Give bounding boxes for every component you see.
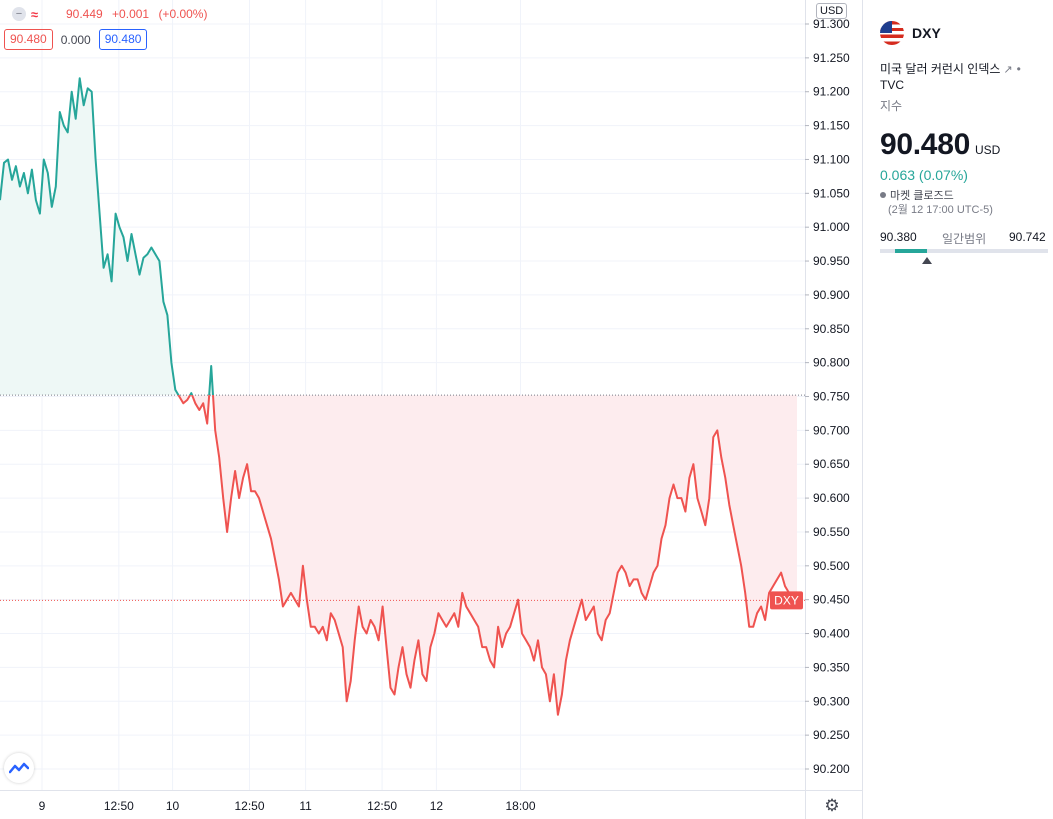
- y-tick-label: 90.900: [813, 288, 850, 302]
- current-price-tag-label: DXY: [774, 593, 799, 607]
- symbol-full-name[interactable]: 미국 달러 커런시 인덱스: [880, 62, 1001, 76]
- x-tick-label: 12:50: [367, 799, 397, 813]
- legend-toggle[interactable]: − ≈: [0, 6, 50, 22]
- legend-last: 90.449: [66, 7, 103, 21]
- symbol-details-panel: DXY 미국 달러 커런시 인덱스 ↗ • TVC 지수 90.480 USD 0.…: [862, 0, 1053, 819]
- y-tick-label: 91.050: [813, 186, 850, 200]
- chart-pane[interactable]: 91.300 91.250 91.200 91.150 91.100 91.050 91.0…: [0, 0, 862, 819]
- ask-price[interactable]: 90.480: [98, 29, 148, 50]
- price-line-above-baseline: [0, 77, 215, 396]
- x-tick-label: 12:50: [235, 799, 265, 813]
- last-price: 90.480 USD: [880, 128, 1000, 162]
- status-dot-icon: [880, 192, 886, 198]
- area-fill: [0, 78, 797, 715]
- y-tick-label: 91.150: [813, 119, 850, 133]
- y-tick-label: 91.000: [813, 220, 850, 234]
- y-tick-label: 90.550: [813, 525, 850, 539]
- y-tick-label: 90.200: [813, 762, 850, 776]
- range-high: 90.742: [1009, 230, 1046, 244]
- last-price-currency: USD: [974, 143, 1001, 157]
- price-line-below-baseline: [177, 395, 797, 716]
- gear-icon[interactable]: ⚙: [824, 796, 840, 815]
- y-tick-label: 90.400: [813, 627, 850, 641]
- x-tick-label: 11: [299, 799, 312, 813]
- symbol-ticker[interactable]: DXY: [912, 25, 941, 41]
- separator-dot: •: [1016, 62, 1021, 76]
- price-series: [0, 77, 797, 716]
- range-title: 일간범위: [942, 232, 987, 246]
- y-tick-label: 90.250: [813, 728, 850, 742]
- external-link-icon[interactable]: ↗: [1003, 64, 1013, 76]
- x-tick-label: 12: [430, 799, 444, 813]
- legend-change: +0.001: [112, 7, 150, 21]
- eye-minus-icon[interactable]: −: [11, 7, 26, 21]
- x-tick-label: 18:00: [505, 799, 535, 813]
- y-tick-label: 90.650: [813, 457, 850, 471]
- y-tick-label: 90.800: [813, 356, 850, 370]
- price-change: 0.063 (0.07%): [880, 167, 968, 183]
- area-fill-above-baseline: [0, 78, 797, 396]
- range-bar-fill: [895, 249, 928, 253]
- area-fill-below-baseline: [178, 395, 797, 715]
- symbol-name[interactable]: 미국 달러 커런시 인덱스 ↗ •: [880, 60, 1021, 77]
- tradingview-logo-icon[interactable]: [4, 753, 34, 783]
- y-tick-label: 90.350: [813, 660, 850, 674]
- bid-ask-row: 90.480 0.000 90.480: [4, 29, 148, 50]
- y-tick-label: 91.100: [813, 152, 850, 166]
- y-tick-label: 90.700: [813, 423, 850, 437]
- legend-change-pct: (+0.00%): [158, 7, 208, 21]
- exchange-name[interactable]: TVC: [880, 78, 904, 92]
- last-price-value: 90.480: [880, 128, 970, 161]
- y-tick-label: 90.600: [813, 491, 850, 505]
- market-status: 마켓 클로즈드: [880, 187, 954, 203]
- range-bar: [880, 249, 1048, 253]
- y-axis[interactable]: 91.300 91.250 91.200 91.150 91.100 91.050 91.0…: [805, 17, 850, 776]
- y-tick-label: 90.500: [813, 559, 850, 573]
- y-tick-label: 91.300: [813, 17, 850, 31]
- symbol-type: 지수: [880, 99, 903, 113]
- current-price-tag: [770, 591, 803, 610]
- x-axis[interactable]: 9 12:50 10 12:50 11 12:50 12 18:00: [39, 799, 536, 813]
- y-tick-label: 90.450: [813, 593, 850, 607]
- legend-row: − ≈ 90.449 +0.001 (+0.00%): [0, 5, 213, 23]
- market-time: (2월 12 17:00 UTC-5): [888, 204, 993, 216]
- y-tick-label: 91.200: [813, 85, 850, 99]
- currency-tag[interactable]: USD: [816, 3, 848, 19]
- us-flag-icon: [880, 21, 904, 45]
- y-tick-label: 90.300: [813, 694, 850, 708]
- spread-value: 0.000: [60, 32, 91, 47]
- y-tick-label: 90.950: [813, 254, 850, 268]
- x-tick-label: 10: [166, 799, 180, 813]
- x-tick-label: 9: [39, 799, 46, 813]
- legend-values: 90.449 +0.001 (+0.00%): [66, 7, 213, 21]
- market-status-text: 마켓 클로즈드: [890, 190, 954, 202]
- range-marker-icon: [922, 257, 933, 264]
- symbol-header[interactable]: DXY: [880, 21, 941, 45]
- range-low: 90.380: [880, 230, 917, 244]
- bid-price[interactable]: 90.480: [4, 29, 53, 50]
- y-tick-label: 90.750: [813, 390, 850, 404]
- y-tick-label: 91.250: [813, 51, 850, 65]
- reference-lines: [0, 394, 805, 601]
- current-price-tag-layer: DXY: [770, 591, 803, 610]
- y-tick-label: 90.850: [813, 322, 850, 336]
- x-tick-label: 12:50: [104, 799, 134, 813]
- approx-icon[interactable]: ≈: [30, 6, 39, 22]
- price-chart[interactable]: 91.300 91.250 91.200 91.150 91.100 91.050 91.0…: [0, 0, 862, 819]
